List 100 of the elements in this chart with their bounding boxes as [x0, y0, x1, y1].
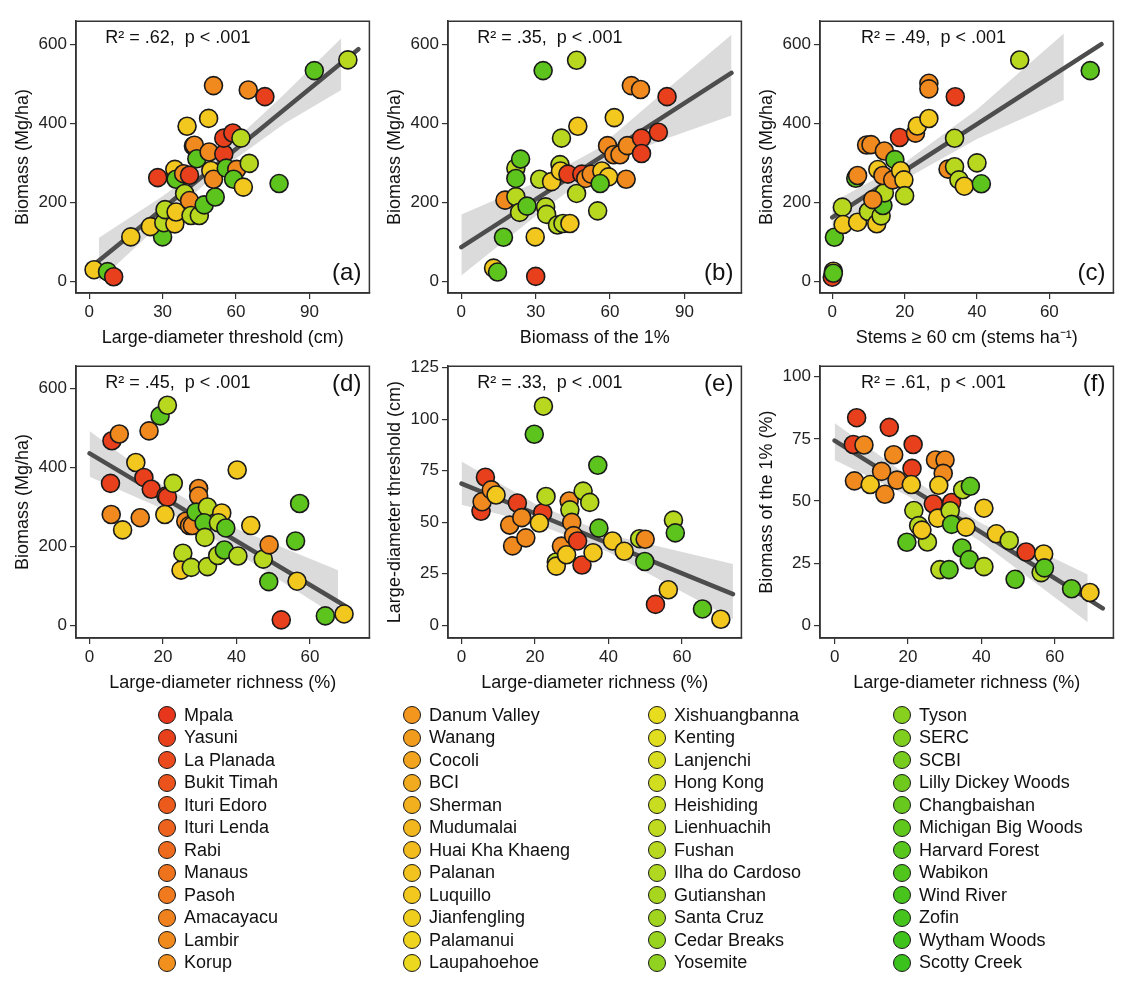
point: [579, 492, 600, 513]
point: [566, 50, 587, 71]
category-label: Wanang: [429, 727, 496, 749]
point: [529, 513, 550, 533]
point: [334, 604, 354, 624]
point: [233, 177, 254, 197]
category-label: Amacayacu: [184, 907, 279, 929]
category-label: Laupahoehoe: [429, 952, 540, 974]
category-label: Jianfengling: [429, 907, 526, 929]
y-axis-title: Large-diameter threshold (cm): [383, 381, 404, 624]
annotation: R² = .62, p < .001: [105, 27, 251, 48]
point: [614, 541, 635, 562]
category-label: Mpala: [184, 704, 234, 726]
y-tick-label: 100: [782, 366, 811, 386]
category-label: Lilly Dickey Woods: [919, 772, 1070, 794]
point: [258, 571, 279, 592]
annotation: R² = .33, p < .001: [477, 372, 623, 393]
category-label: Luquillo: [429, 884, 492, 906]
x-tick-label: 20: [898, 646, 918, 666]
point: [141, 479, 162, 500]
point: [179, 165, 200, 186]
point: [894, 185, 915, 206]
x-tick-label: 20: [153, 646, 173, 666]
point: [551, 128, 572, 148]
category-label: Wind River: [919, 884, 1008, 906]
point: [1016, 542, 1036, 562]
category-label: Changbaishan: [919, 794, 1036, 816]
point: [139, 421, 159, 441]
category-label: BCI: [429, 772, 460, 794]
point: [1061, 578, 1082, 599]
category-label: Yasuni: [184, 727, 238, 749]
y-tick-label: 75: [792, 428, 811, 448]
point: [289, 493, 310, 514]
x-tick-label: 60: [672, 646, 692, 666]
category-label: Wabikon: [919, 862, 989, 884]
y-tick-label: 600: [38, 33, 67, 53]
point: [567, 531, 588, 551]
point: [939, 559, 959, 580]
point: [486, 485, 506, 505]
point: [658, 579, 679, 600]
point: [665, 523, 686, 543]
y-tick-label: 0: [57, 270, 67, 290]
category-label: Michigan Big Woods: [919, 817, 1083, 839]
point: [645, 594, 666, 615]
point: [533, 396, 554, 416]
point: [205, 187, 226, 207]
x-tick-label: 20: [895, 301, 915, 321]
point: [506, 168, 526, 189]
y-tick-label: 125: [410, 357, 439, 377]
point: [536, 486, 556, 507]
point: [338, 50, 358, 70]
point: [583, 542, 603, 563]
point: [1034, 558, 1055, 578]
category-label: Scotty Creek: [919, 952, 1023, 974]
category-label: Tyson: [919, 704, 968, 726]
y-tick-label: 50: [420, 511, 439, 531]
point: [304, 60, 325, 81]
point: [285, 531, 306, 551]
x-tick-label: 40: [967, 301, 987, 321]
point: [231, 128, 251, 148]
point: [103, 267, 124, 287]
point: [255, 86, 275, 107]
point: [163, 473, 184, 494]
point: [227, 460, 247, 480]
point: [590, 173, 610, 194]
point: [130, 507, 151, 528]
annotation: R² = .45, p < .001: [105, 372, 251, 393]
category-label: Palanan: [429, 862, 496, 884]
category-label: Ituri Edoro: [184, 794, 268, 816]
category-label: SERC: [919, 727, 970, 749]
y-axis-title: Biomass of the 1% (%): [755, 410, 776, 594]
category-label: Korup: [184, 952, 233, 974]
x-tick-label: 40: [226, 646, 246, 666]
point: [648, 122, 669, 143]
y-tick-label: 400: [782, 112, 811, 132]
category-label: Cedar Breaks: [674, 929, 785, 951]
annotation: (a): [332, 257, 362, 285]
x-tick-label: 0: [84, 301, 94, 321]
y-axis-title: Biomass (Mg/ha): [383, 89, 404, 226]
point: [177, 116, 197, 137]
annotation: R² = .49, p < .001: [861, 27, 1007, 48]
category-label: Huai Kha Khaeng: [429, 839, 571, 861]
x-axis-title: Large-diameter richness (%): [481, 672, 709, 693]
x-tick-label: 0: [456, 646, 467, 666]
x-tick-label: 60: [600, 301, 620, 321]
point: [974, 556, 994, 577]
x-tick-label: 0: [456, 301, 467, 321]
x-tick-label: 90: [299, 301, 319, 321]
category-label: Manaus: [184, 862, 249, 884]
point: [109, 424, 130, 444]
y-tick-label: 0: [429, 614, 439, 634]
point: [919, 79, 939, 99]
point: [657, 86, 677, 107]
point: [635, 551, 655, 572]
point: [572, 555, 592, 575]
point: [516, 528, 536, 548]
category-label: Fushan: [674, 839, 735, 861]
x-tick-label: 20: [525, 646, 545, 666]
point: [126, 452, 146, 473]
y-tick-label: 50: [792, 490, 811, 510]
